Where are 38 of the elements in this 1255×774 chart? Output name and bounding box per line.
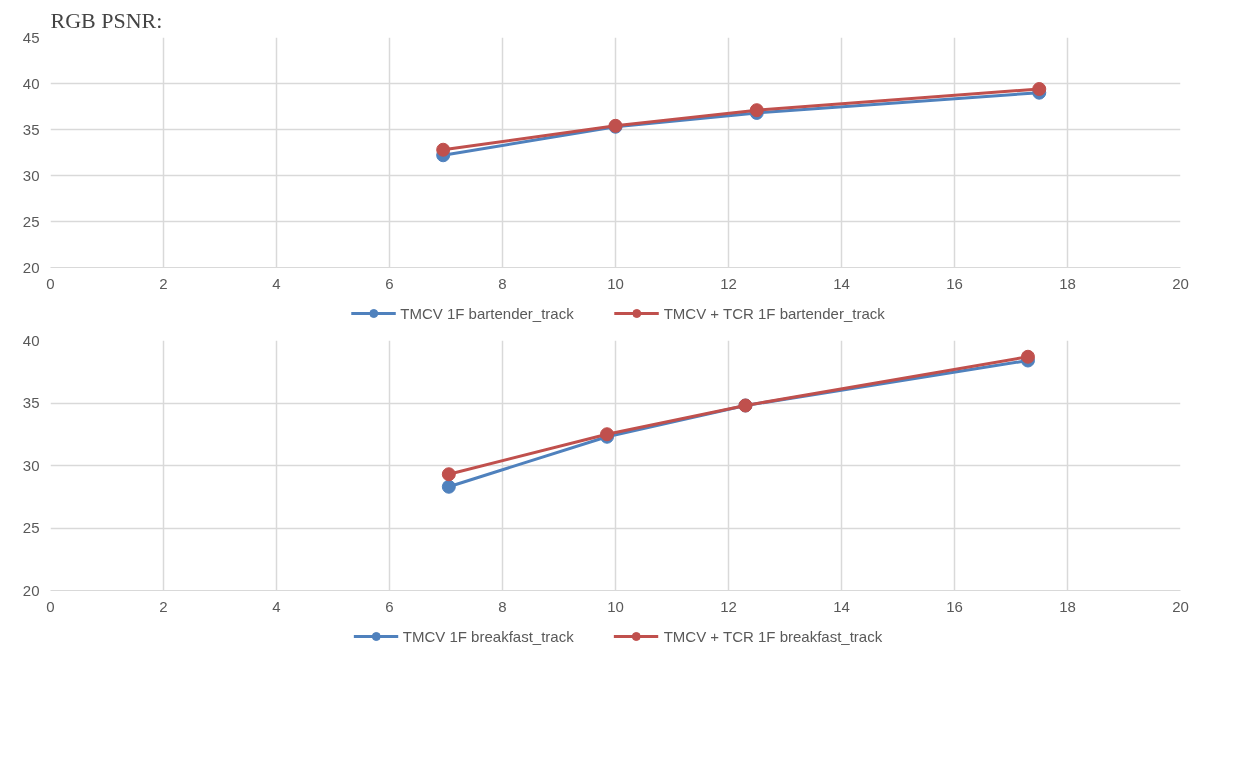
x-tick-label: 14 <box>833 597 850 615</box>
x-tick-label: 18 <box>1059 274 1076 292</box>
legend-label: TMCV 1F breakfast_track <box>402 627 574 645</box>
y-tick-label: 45 <box>22 28 40 46</box>
x-tick-label: 8 <box>498 597 507 615</box>
x-tick-label: 18 <box>1059 597 1076 615</box>
y-tick-label: 25 <box>22 212 40 230</box>
x-tick-label: 6 <box>385 597 394 615</box>
x-tick-label: 20 <box>1172 274 1189 292</box>
x-tick-label: 12 <box>720 274 737 292</box>
x-tick-label: 4 <box>272 597 281 615</box>
x-tick-label: 10 <box>607 274 624 292</box>
y-tick-label: 30 <box>22 456 40 474</box>
x-tick-label: 2 <box>159 597 168 615</box>
x-tick-label: 6 <box>385 274 394 292</box>
y-tick-label: 40 <box>22 331 40 349</box>
x-tick-label: 20 <box>1172 597 1189 615</box>
x-tick-label: 0 <box>46 274 55 292</box>
x-tick-label: 8 <box>498 274 507 292</box>
legend-label: TMCV + TCR 1F bartender_track <box>663 304 885 322</box>
y-tick-label: 25 <box>22 519 40 536</box>
legend-label: TMCV + TCR 1F breakfast_track <box>663 627 883 645</box>
chart-title: RGB PSNR: <box>50 7 163 33</box>
y-tick-label: 20 <box>22 581 40 599</box>
x-tick-label: 2 <box>159 274 168 292</box>
x-tick-label: 16 <box>946 274 963 292</box>
y-tick-label: 20 <box>22 258 40 276</box>
y-tick-label: 35 <box>22 120 40 138</box>
x-tick-label: 12 <box>720 597 737 615</box>
y-tick-label: 35 <box>22 394 40 411</box>
legend-label: TMCV 1F bartender_track <box>400 304 574 322</box>
x-tick-label: 0 <box>46 597 55 615</box>
x-tick-label: 16 <box>946 597 963 615</box>
y-tick-label: 40 <box>22 74 40 92</box>
x-tick-label: 4 <box>272 274 281 292</box>
x-tick-label: 14 <box>833 274 850 292</box>
x-tick-label: 10 <box>607 597 624 615</box>
y-tick-label: 30 <box>22 166 40 184</box>
